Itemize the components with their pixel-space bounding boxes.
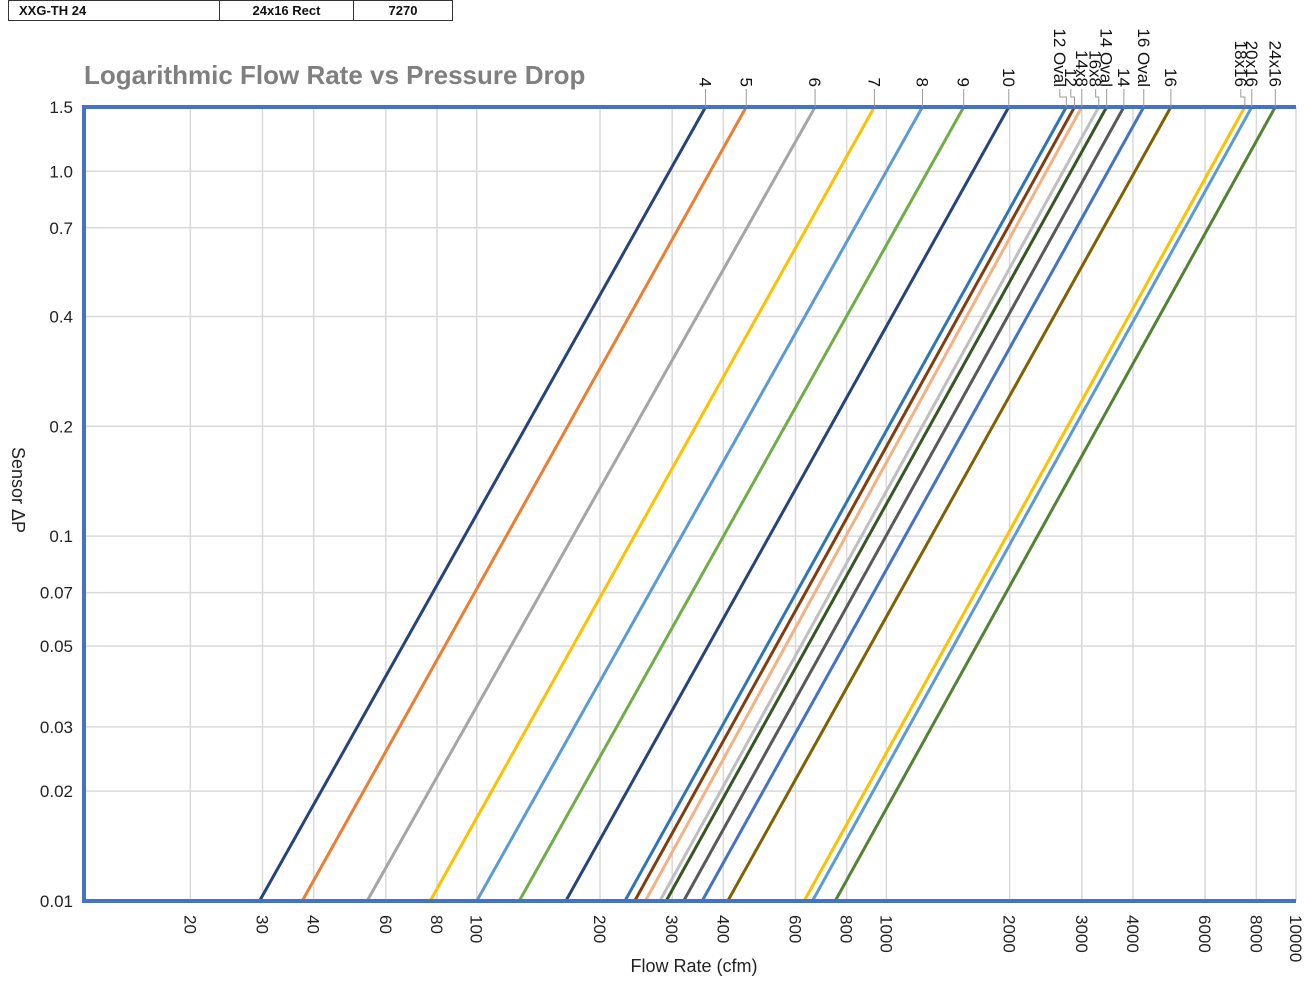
series-line — [833, 106, 1277, 902]
x-tick-label: 600 — [785, 915, 804, 943]
y-tick-label: 1.5 — [49, 98, 73, 117]
x-tick-label: 60 — [376, 915, 395, 934]
series-leader-line — [1070, 89, 1076, 107]
series-label: 6 — [805, 78, 824, 87]
x-tick-label: 4000 — [1123, 915, 1142, 953]
x-tick-label: 20 — [180, 915, 199, 934]
series-layer — [258, 106, 1277, 902]
x-tick-label: 80 — [427, 915, 446, 934]
y-tick-label: 0.1 — [49, 527, 73, 546]
x-tick-label: 8000 — [1246, 915, 1265, 953]
x-tick-label: 200 — [590, 915, 609, 943]
series-line — [564, 106, 1011, 902]
series-label: 7 — [864, 78, 883, 87]
series-line — [258, 106, 707, 902]
tick-labels: 20 30 40 60 80 100 200 300 400 600 800 1000 2000 3000… — [40, 98, 1305, 962]
y-tick-label: 0.7 — [49, 219, 73, 238]
axes-layer — [82, 105, 1296, 903]
series-leader-line — [1095, 89, 1100, 107]
x-tick-label: 100 — [467, 915, 486, 943]
x-tick-label: 300 — [662, 915, 681, 943]
series-line — [300, 106, 748, 902]
header-value-cell: 7270 — [353, 0, 453, 21]
series-label: 14x8 — [1072, 50, 1091, 87]
series-line — [365, 106, 817, 902]
series-label: 4 — [696, 78, 715, 87]
x-tick-label: 2000 — [1000, 915, 1019, 953]
series-label: 10 — [999, 68, 1018, 87]
y-tick-label: 0.02 — [40, 782, 73, 801]
series-label: 12 Oval — [1050, 28, 1069, 87]
series-line — [658, 106, 1101, 902]
series-label: 16x8 — [1086, 50, 1105, 87]
x-tick-label: 1000 — [876, 915, 895, 953]
series-line — [633, 106, 1076, 902]
series-label: 8 — [912, 78, 931, 87]
x-tick-label: 400 — [713, 915, 732, 943]
x-tick-label: 3000 — [1072, 915, 1091, 953]
series-label: 16 Oval — [1134, 28, 1153, 87]
series-label: 14 Oval — [1097, 28, 1116, 87]
x-axis-label: Flow Rate (cfm) — [630, 956, 757, 976]
series-line — [664, 106, 1108, 902]
x-tick-label: 6000 — [1195, 915, 1214, 953]
x-tick-label: 40 — [304, 915, 323, 934]
header-info-table: XXG-TH 24 24x16 Rect 7270 — [8, 0, 453, 21]
y-tick-label: 0.07 — [40, 584, 73, 603]
y-tick-label: 0.2 — [49, 417, 73, 436]
series-line — [726, 106, 1173, 902]
series-label: 12 — [1061, 68, 1080, 87]
x-tick-label: 800 — [837, 915, 856, 943]
x-tick-label: 10000 — [1286, 915, 1305, 962]
series-line — [428, 106, 876, 902]
series-line — [682, 106, 1126, 902]
series-label: 16 — [1161, 68, 1180, 87]
y-tick-label: 0.4 — [49, 307, 73, 326]
header-model-cell: XXG-TH 24 — [8, 0, 220, 21]
y-axis-label: Sensor ΔP — [8, 447, 28, 533]
series-leader-line — [1059, 89, 1067, 107]
y-tick-label: 0.05 — [40, 637, 73, 656]
y-tick-label: 0.01 — [40, 892, 73, 911]
series-line — [517, 106, 966, 902]
chart-title: Logarithmic Flow Rate vs Pressure Drop — [84, 60, 585, 90]
series-label: 18x16 — [1231, 41, 1250, 87]
y-tick-label: 0.03 — [40, 718, 73, 737]
series-label: 14 — [1114, 68, 1133, 87]
series-label: 5 — [736, 78, 755, 87]
series-label: 9 — [954, 78, 973, 87]
series-line — [475, 106, 924, 902]
series-line — [811, 106, 1254, 902]
series-leader-line — [1240, 89, 1246, 107]
series-line — [802, 106, 1247, 902]
series-line — [700, 106, 1146, 902]
x-tick-label: 30 — [252, 915, 271, 934]
y-tick-label: 1.0 — [49, 162, 73, 181]
series-label: 20x16 — [1242, 41, 1261, 87]
series-label: 24x16 — [1265, 41, 1284, 87]
header-info-row: XXG-TH 24 24x16 Rect 7270 — [8, 0, 453, 21]
series-line — [644, 106, 1084, 902]
series-line — [623, 106, 1068, 902]
